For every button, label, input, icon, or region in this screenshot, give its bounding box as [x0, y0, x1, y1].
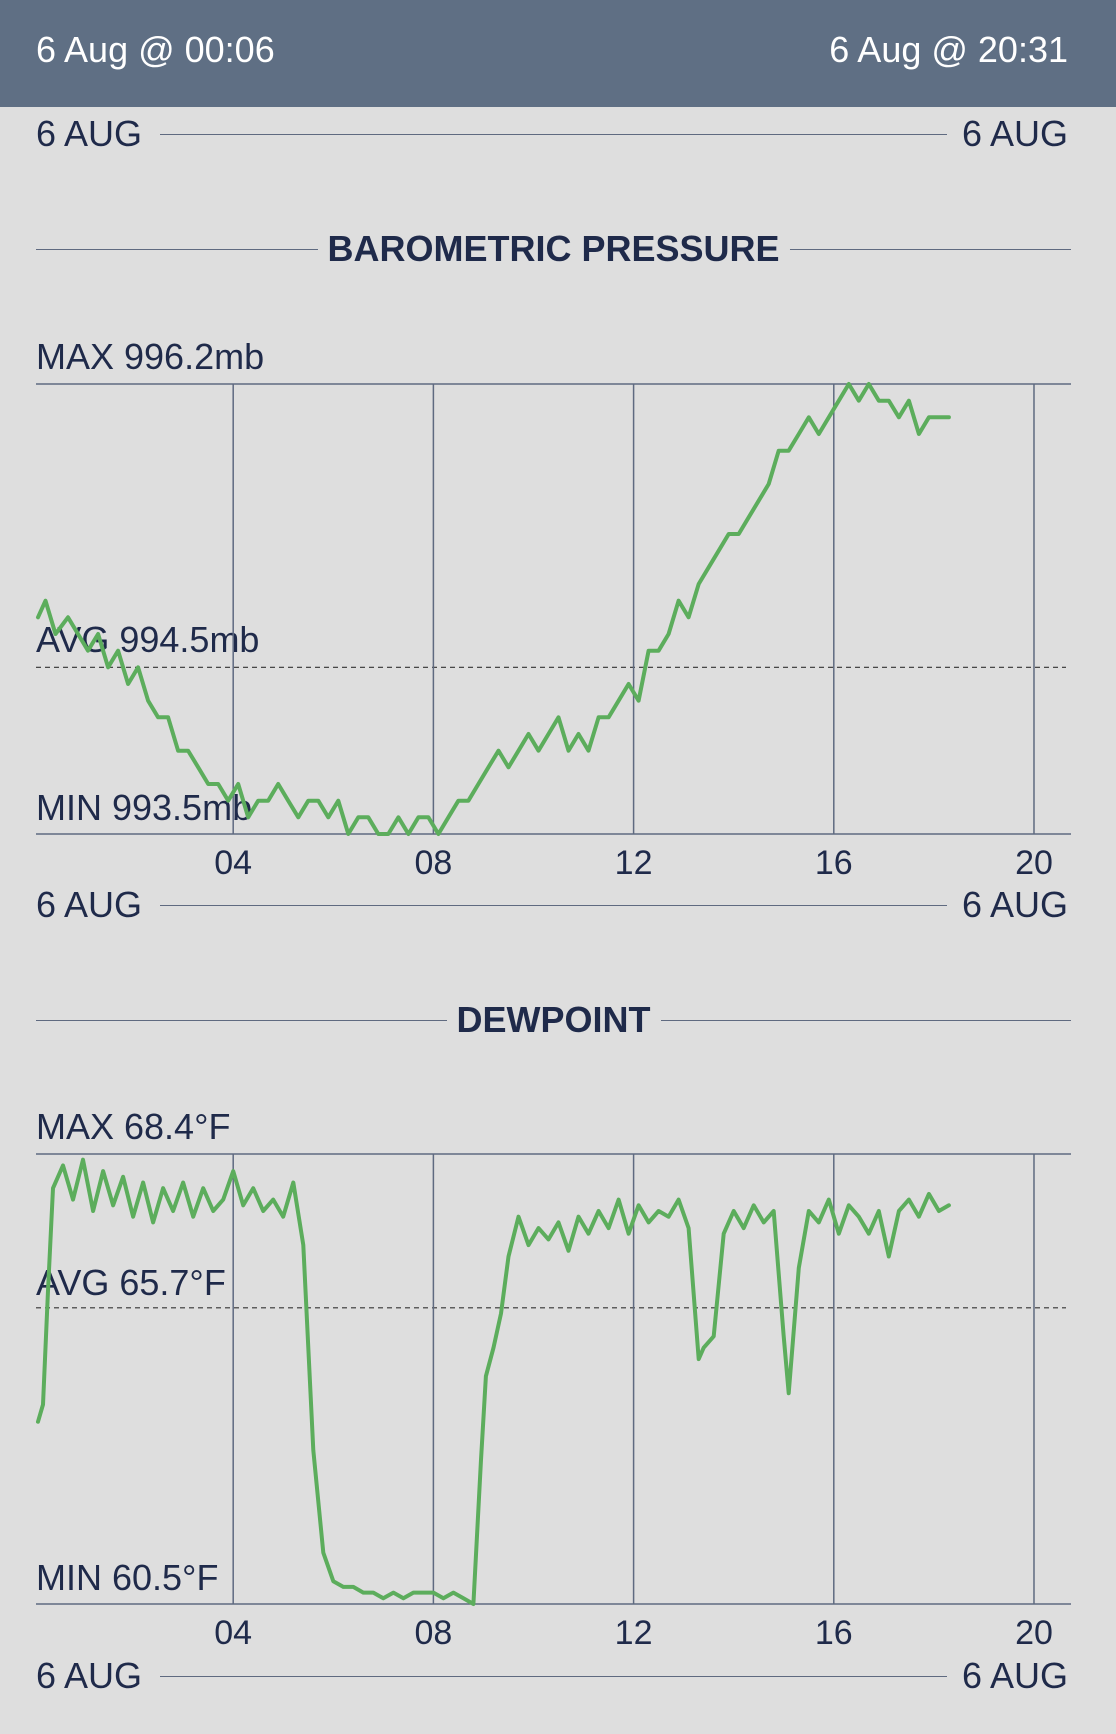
date-start-label: 6 AUG [36, 113, 143, 154]
date-end-label: 6 AUG [961, 113, 1068, 154]
data-series-line [36, 1157, 951, 1606]
x-tick-label: 16 [815, 1614, 853, 1652]
pressure-max-label: MAX 996.2mb [36, 336, 265, 377]
date-start-label: 6 AUG [36, 884, 143, 925]
pressure-min-label: MIN 993.5mb [36, 787, 253, 828]
x-tick-label: 08 [414, 1614, 452, 1652]
x-tick-label: 04 [214, 844, 252, 882]
dewpoint-min-label: MIN 60.5°F [36, 1557, 219, 1598]
data-series-line [36, 382, 951, 836]
date-end-label: 6 AUG [961, 884, 1068, 925]
x-tick-label: 20 [1015, 1614, 1053, 1652]
pressure-chart: 04 08 12 16 20 [36, 382, 1071, 882]
x-tick-label: 04 [214, 1614, 252, 1652]
dewpoint-max-label: MAX 68.4°F [36, 1106, 231, 1147]
dewpoint-title: DEWPOINT [446, 995, 661, 1045]
x-tick-label: 08 [414, 844, 452, 882]
date-axis-line [160, 134, 947, 135]
dewpoint-avg-label: AVG 65.7°F [36, 1262, 226, 1303]
dewpoint-chart: 04 08 12 16 20 [36, 1153, 1071, 1652]
x-tick-label: 20 [1015, 844, 1053, 882]
date-start-label: 6 AUG [36, 1655, 143, 1696]
header-bar: 6 Aug @ 00:06 6 Aug @ 20:31 [0, 0, 1116, 107]
pressure-section-title: BAROMETRIC PRESSURE [36, 224, 1071, 274]
date-axis-row-dewpoint: 6 AUG 6 AUG [0, 1654, 1116, 1698]
date-axis-row-pressure: 6 AUG 6 AUG [0, 883, 1116, 927]
date-axis-line [160, 1676, 947, 1677]
range-end-label: 6 Aug @ 20:31 [829, 29, 1068, 70]
pressure-title: BAROMETRIC PRESSURE [317, 224, 790, 274]
dewpoint-section-title: DEWPOINT [36, 995, 1071, 1045]
x-tick-label: 12 [615, 844, 653, 882]
date-end-label: 6 AUG [961, 1655, 1068, 1696]
x-tick-label: 12 [615, 1614, 653, 1652]
x-tick-label: 16 [815, 844, 853, 882]
date-axis-row-top: 6 AUG 6 AUG [0, 112, 1116, 156]
range-start-label: 6 Aug @ 00:06 [36, 29, 275, 70]
date-axis-line [160, 905, 947, 906]
